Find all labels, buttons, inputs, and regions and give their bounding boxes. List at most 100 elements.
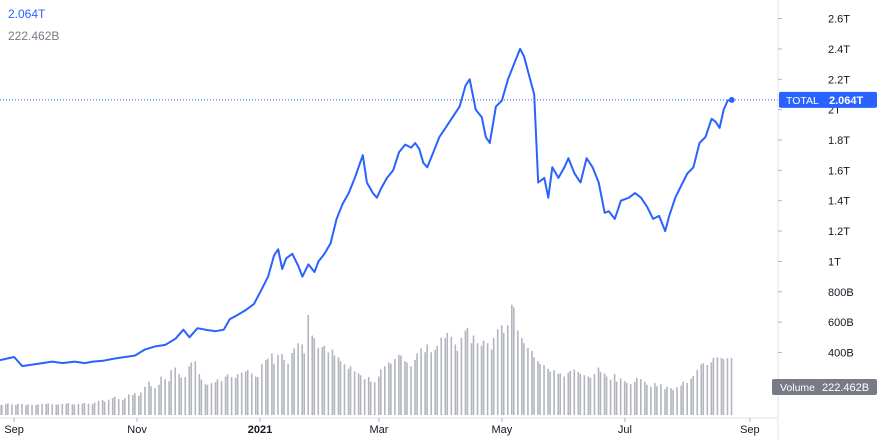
volume-bar: [706, 365, 709, 415]
volume-bar: [454, 344, 457, 415]
y-tick-label: 1T: [828, 256, 841, 268]
volume-bar: [482, 340, 485, 415]
volume-bar: [460, 338, 463, 415]
volume-bar: [55, 404, 58, 415]
volume-bar: [367, 377, 370, 415]
volume-bar: [436, 345, 439, 415]
volume-bar: [339, 361, 342, 415]
volume-bar: [730, 358, 733, 415]
volume-bar: [327, 352, 330, 415]
volume-bar: [440, 337, 443, 415]
volume-bar: [138, 395, 140, 415]
volume-bar: [635, 377, 638, 415]
y-tick-label: 2.4T: [828, 44, 850, 56]
volume-bar: [682, 381, 684, 415]
volume-bar: [180, 377, 183, 415]
volume-bar: [261, 364, 263, 415]
volume-bar: [523, 343, 525, 415]
volume-bar: [589, 377, 592, 415]
volume-bar: [303, 353, 305, 415]
volume-bar: [140, 392, 142, 415]
volume-bar: [331, 349, 334, 415]
volume-bar: [539, 363, 541, 415]
volume-badge-value: 222.462B: [822, 382, 869, 394]
volume-bar: [283, 359, 285, 415]
volume-bar: [511, 304, 513, 415]
legend-volume-value: 222.462B: [8, 29, 60, 43]
volume-bar: [379, 369, 382, 415]
volume-bar: [686, 382, 688, 415]
volume-bar: [597, 367, 600, 415]
volume-bar: [174, 367, 176, 415]
legend-total-value: 2.064T: [8, 7, 46, 21]
volume-bar: [164, 379, 166, 415]
volume-bar: [61, 403, 64, 415]
volume-bar: [198, 373, 201, 415]
volume-bar: [0, 405, 1, 415]
volume-bar: [486, 343, 489, 415]
volume-bar: [506, 325, 509, 415]
volume-bar: [293, 348, 295, 415]
volume-bar: [313, 338, 316, 415]
time-axis[interactable]: Sep Nov 2021 Mar May Jul Sep: [4, 418, 760, 436]
volume-bar: [640, 379, 642, 415]
volume-bar: [446, 332, 449, 415]
y-tick-label: 1.8T: [828, 135, 850, 147]
volume-bar: [394, 359, 396, 415]
volume-bars: [0, 304, 733, 415]
volume-badge-label: Volume: [780, 382, 815, 394]
volume-bar: [73, 404, 76, 415]
volume-bar: [587, 376, 590, 415]
volume-bar: [71, 404, 74, 415]
y-tick-label: 400B: [828, 347, 854, 359]
volume-bar: [654, 382, 656, 415]
volume-bar: [696, 370, 699, 415]
volume-bar: [121, 400, 124, 415]
volume-bar: [5, 404, 7, 415]
y-tick-label: 800B: [828, 287, 854, 299]
volume-bar: [101, 400, 104, 415]
volume-bar: [91, 404, 94, 415]
volume-bar: [321, 347, 324, 415]
volume-bar: [712, 358, 715, 415]
volume-bar: [132, 395, 134, 415]
volume-bar: [398, 354, 400, 415]
volume-bar: [291, 352, 293, 415]
last-value-marker: [728, 96, 735, 103]
volume-bar: [450, 336, 453, 415]
x-tick-label: 2021: [248, 424, 272, 436]
volume-bar: [333, 355, 336, 415]
volume-bar: [47, 403, 49, 415]
total-badge-label: TOTAL: [786, 95, 819, 107]
volume-bar: [424, 352, 426, 415]
volume-bar: [323, 345, 326, 415]
volume-bar: [25, 405, 27, 415]
volume-bar: [426, 344, 428, 415]
price-axis[interactable]: 200B400B600B800B1T1.2T1.4T1.6T1.8T2T2.2T…: [778, 14, 854, 390]
volume-bar: [633, 381, 636, 415]
volume-bar: [220, 381, 223, 415]
volume-bar: [226, 374, 229, 415]
volume-bar: [517, 330, 519, 415]
volume-bar: [178, 373, 181, 415]
volume-bar: [567, 372, 570, 415]
volume-bar: [605, 376, 608, 415]
volume-bar: [710, 362, 713, 415]
volume-bar: [444, 338, 447, 415]
volume-bar: [234, 377, 237, 415]
volume-bar: [236, 373, 239, 415]
volume-bar: [650, 386, 652, 415]
volume-bar: [210, 383, 213, 415]
volume-bar: [490, 349, 493, 415]
volume-bar: [311, 335, 314, 415]
total-market-cap-line: [0, 47, 732, 368]
volume-bar: [533, 357, 535, 415]
volume-bar: [297, 343, 299, 415]
volume-bar: [184, 377, 187, 415]
volume-bar: [420, 348, 422, 415]
volume-bar: [676, 387, 678, 415]
volume-bar: [579, 373, 582, 415]
volume-bar: [134, 393, 136, 415]
volume-bar: [390, 363, 392, 415]
